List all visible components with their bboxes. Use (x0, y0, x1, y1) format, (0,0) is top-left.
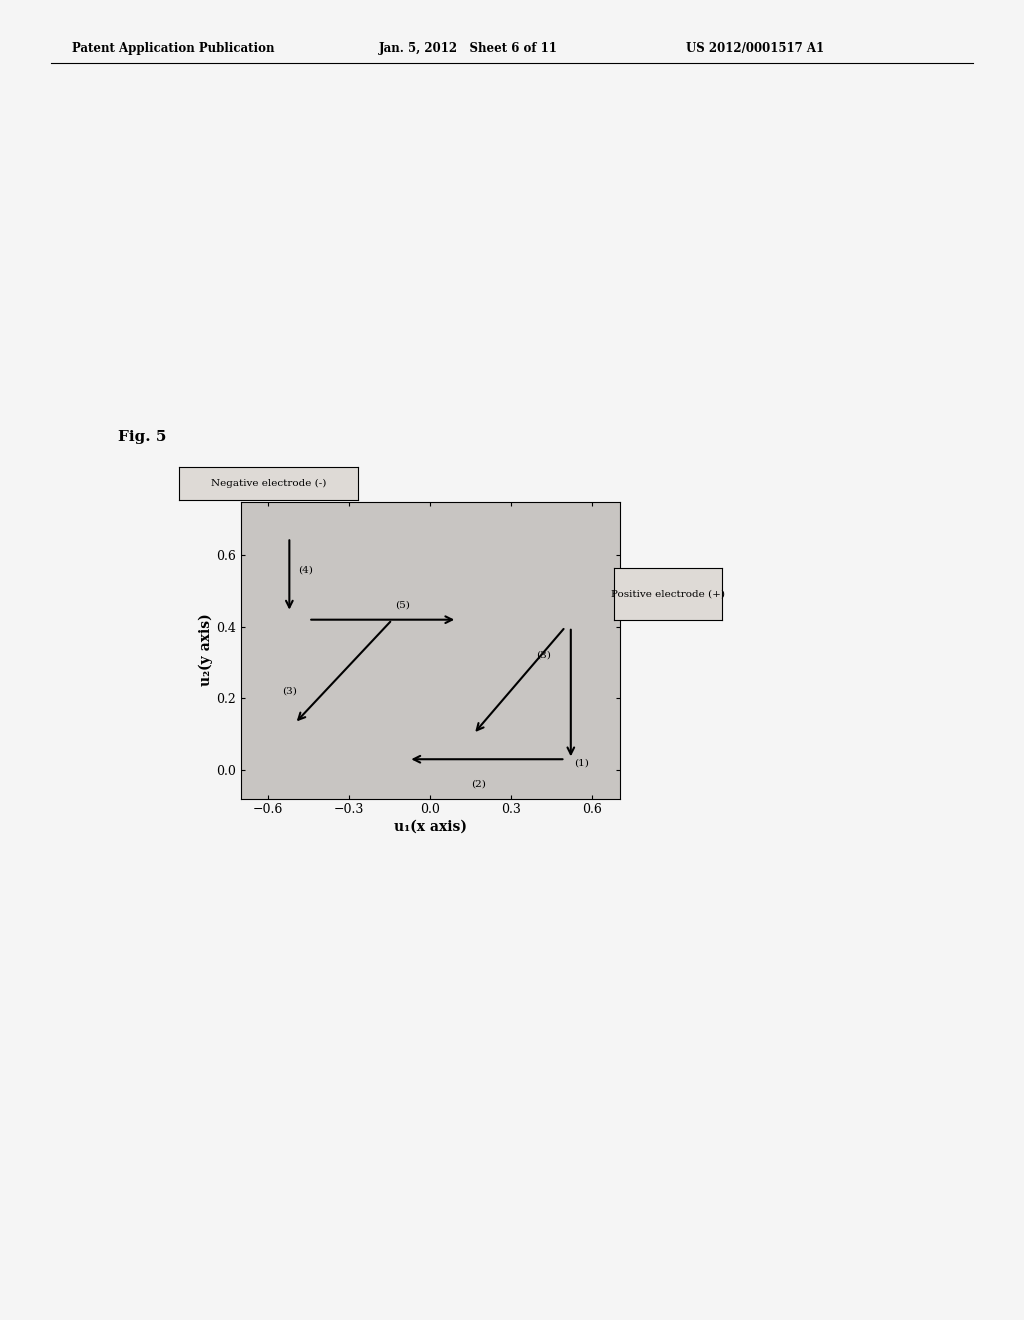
Text: (1): (1) (574, 758, 589, 767)
Text: US 2012/0001517 A1: US 2012/0001517 A1 (686, 42, 824, 55)
Text: Fig. 5: Fig. 5 (118, 430, 166, 444)
Text: Positive electrode (+): Positive electrode (+) (611, 590, 725, 598)
Text: (2): (2) (471, 780, 486, 789)
X-axis label: u₁(x axis): u₁(x axis) (393, 820, 467, 833)
Text: (3): (3) (537, 651, 551, 660)
Text: (3): (3) (282, 686, 297, 696)
Text: Negative electrode (-): Negative electrode (-) (211, 479, 327, 488)
Text: (4): (4) (298, 565, 313, 574)
Y-axis label: u₂(y axis): u₂(y axis) (199, 614, 213, 686)
Text: Jan. 5, 2012   Sheet 6 of 11: Jan. 5, 2012 Sheet 6 of 11 (379, 42, 558, 55)
Text: Patent Application Publication: Patent Application Publication (72, 42, 274, 55)
Text: (5): (5) (395, 601, 411, 610)
